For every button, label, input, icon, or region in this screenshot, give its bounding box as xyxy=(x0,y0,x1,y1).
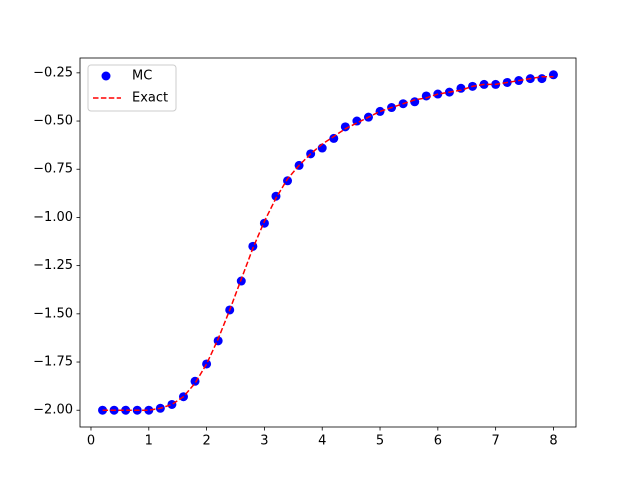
y-tick-label: −0.75 xyxy=(33,162,73,177)
legend-label: Exact xyxy=(132,91,168,106)
y-tick-label: −2.00 xyxy=(33,403,73,418)
legend-marker xyxy=(101,71,111,81)
data-point xyxy=(410,97,420,107)
data-point xyxy=(340,122,350,132)
x-tick-label: 1 xyxy=(145,434,153,449)
x-tick-label: 7 xyxy=(492,434,500,449)
x-tick-label: 0 xyxy=(87,434,95,449)
x-tick-label: 6 xyxy=(434,434,442,449)
legend-label: MC xyxy=(132,69,152,84)
data-line xyxy=(102,75,554,411)
y-tick-label: −0.25 xyxy=(33,65,73,80)
x-tick-label: 4 xyxy=(318,434,326,449)
data-point xyxy=(329,133,339,143)
y-tick-label: −1.50 xyxy=(33,306,73,321)
y-tick-label: −0.50 xyxy=(33,114,73,129)
x-tick-label: 3 xyxy=(260,434,268,449)
y-tick-label: −1.00 xyxy=(33,210,73,225)
data-point xyxy=(202,359,212,369)
x-tick-label: 8 xyxy=(549,434,557,449)
axes-frame xyxy=(79,57,577,428)
x-tick-label: 2 xyxy=(202,434,210,449)
data-point xyxy=(548,70,558,80)
data-point xyxy=(144,405,154,415)
data-point xyxy=(375,106,385,116)
data-point xyxy=(167,399,177,409)
data-point xyxy=(121,405,131,415)
y-tick-label: −1.75 xyxy=(33,355,73,370)
y-tick-label: −1.25 xyxy=(33,258,73,273)
data-point xyxy=(537,74,547,84)
data-point xyxy=(283,176,293,186)
data-point xyxy=(421,91,431,101)
x-tick-label: 5 xyxy=(376,434,384,449)
